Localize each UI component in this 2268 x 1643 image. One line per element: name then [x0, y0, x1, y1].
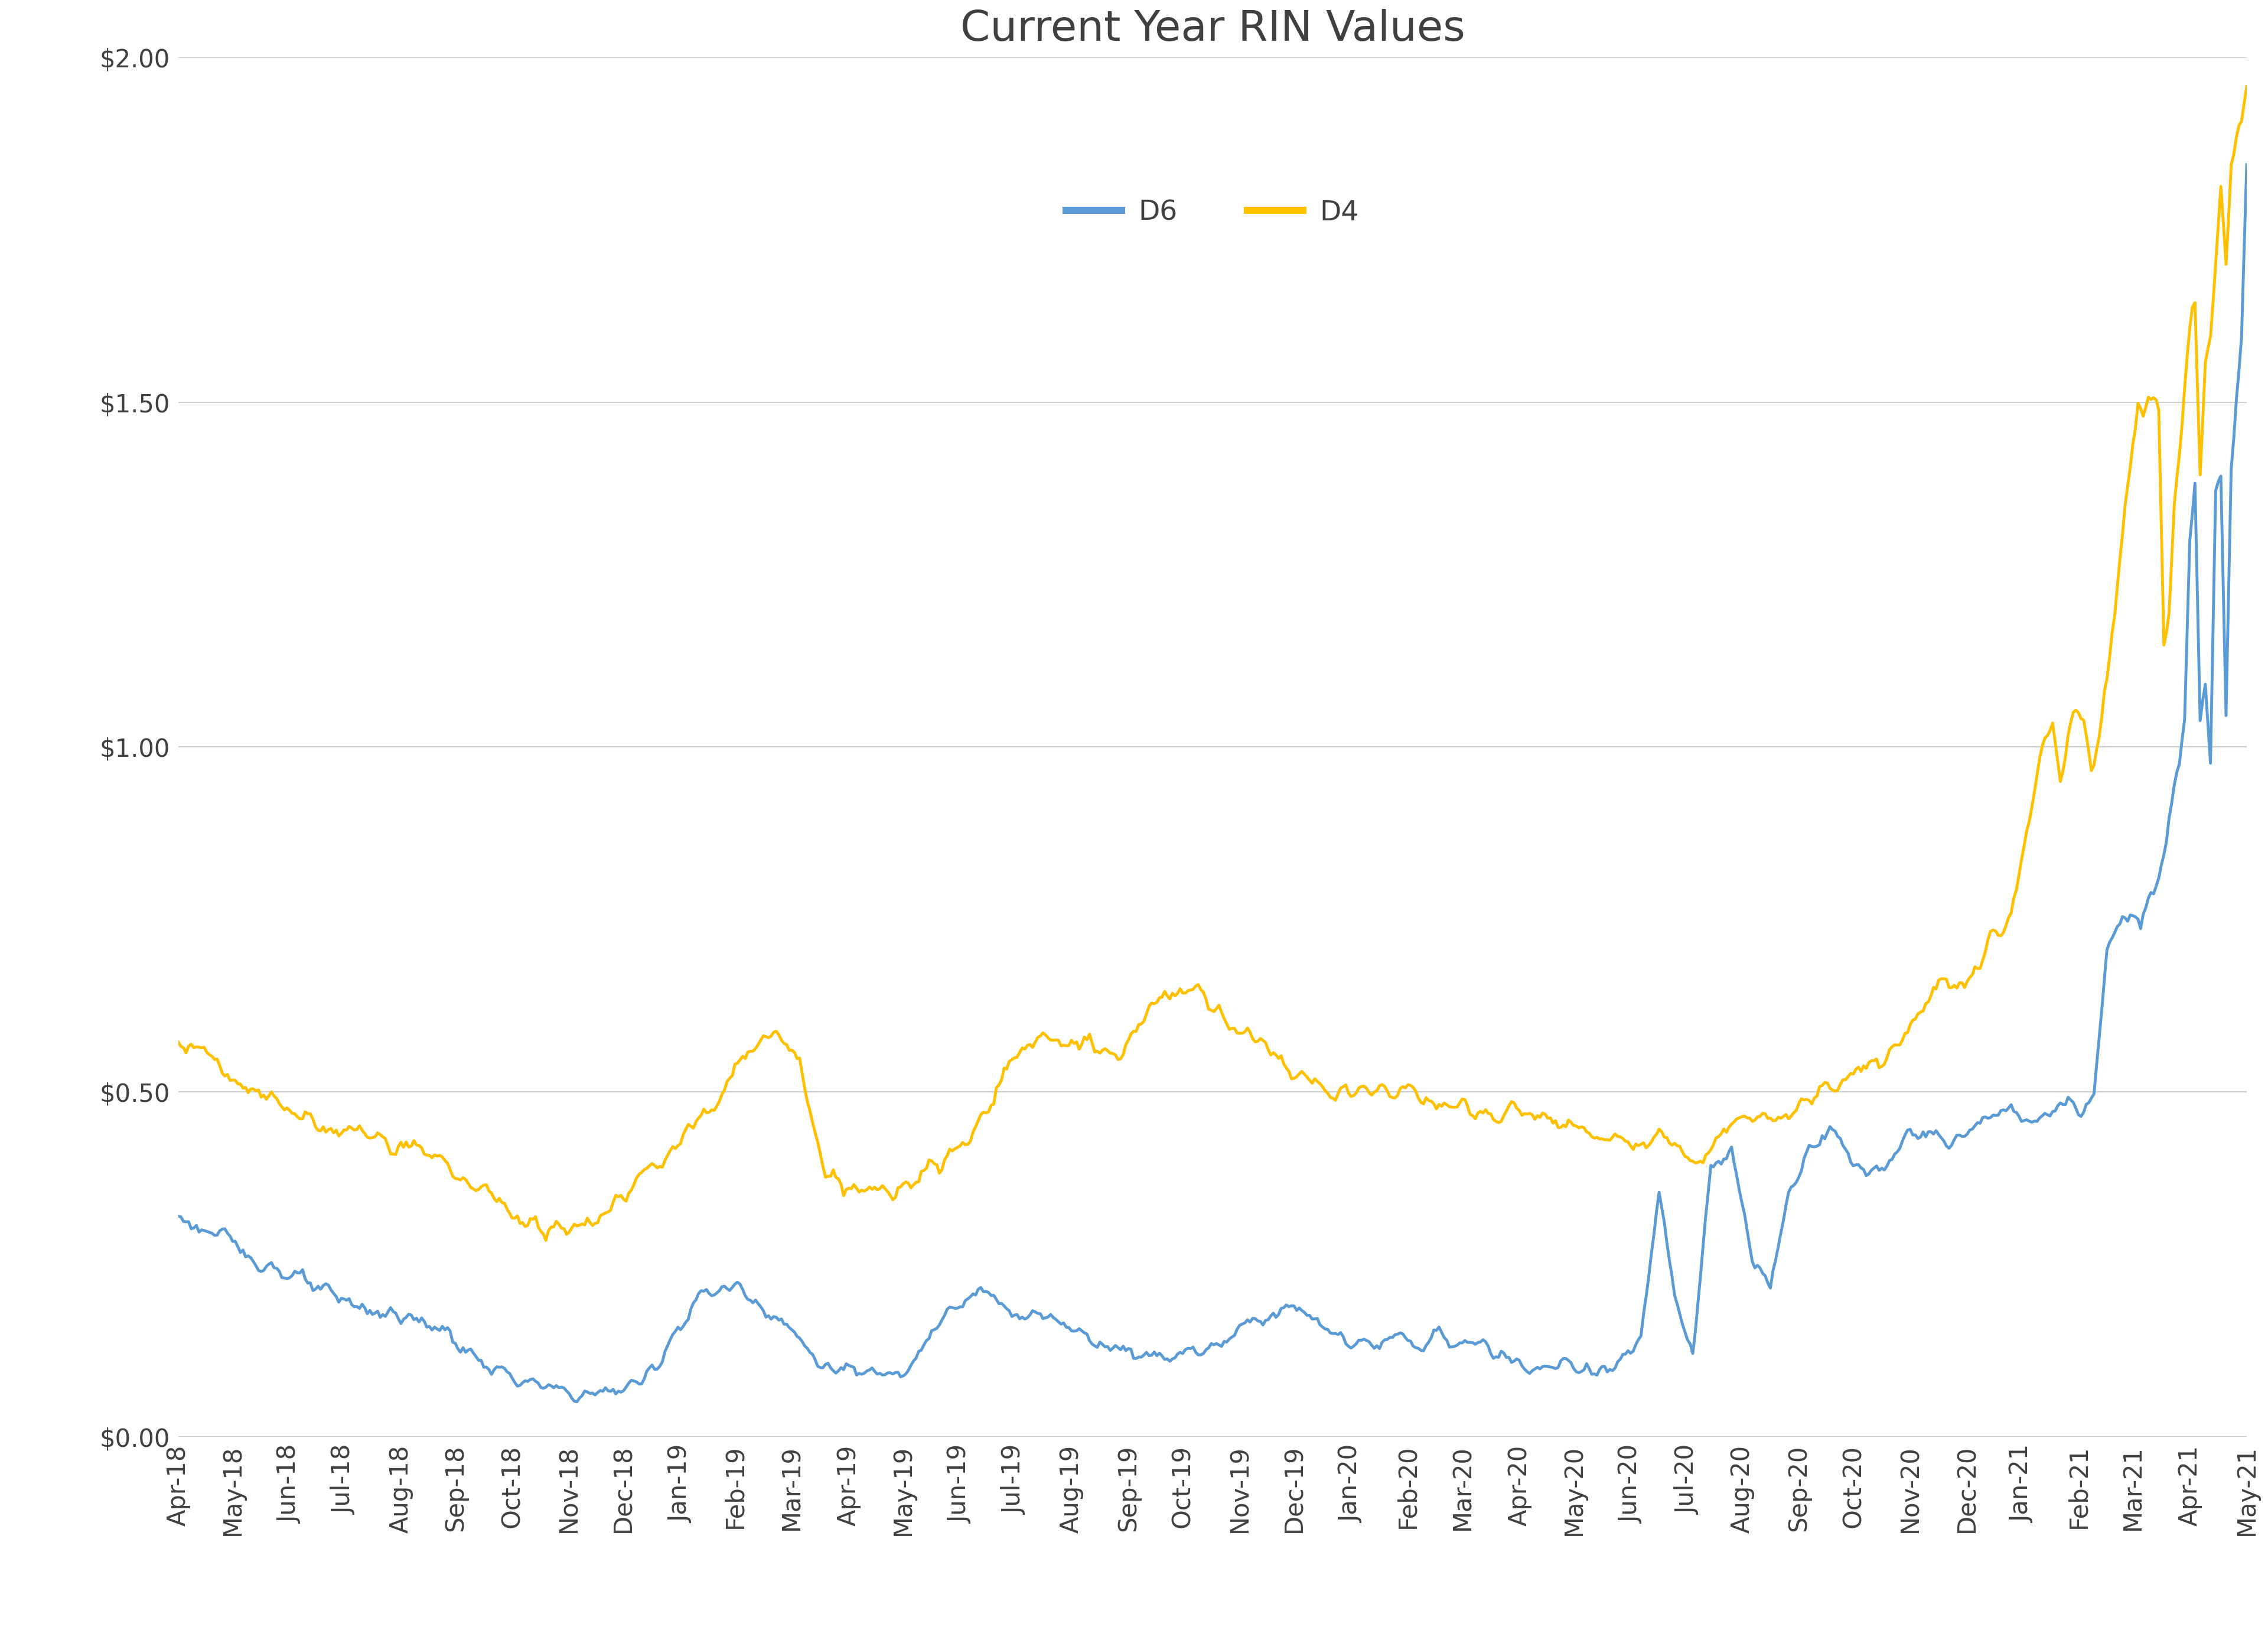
Legend: D6, D4: D6, D4 [1055, 189, 1370, 237]
Title: Current Year RIN Values: Current Year RIN Values [959, 8, 1465, 49]
